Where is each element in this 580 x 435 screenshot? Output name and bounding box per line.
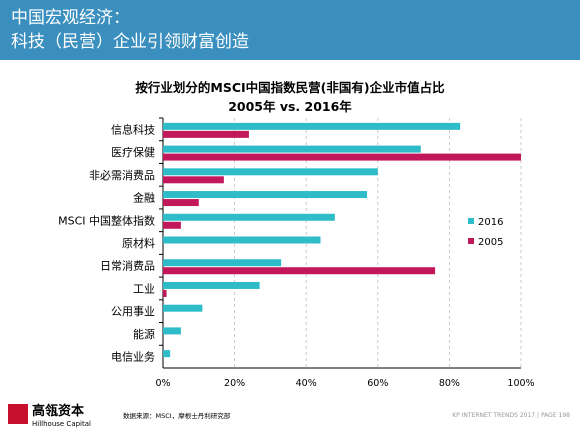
y-category-label: 信息科技 xyxy=(111,122,155,136)
chart-title: 按行业划分的MSCI中国指数民营(非国有)企业市值占比 xyxy=(135,80,445,95)
slide-title-line1: 中国宏观经济： xyxy=(11,8,130,28)
x-tick-label: 40% xyxy=(296,378,317,389)
y-category-label: 公用事业 xyxy=(111,305,155,318)
y-category-label: 工业 xyxy=(133,282,155,295)
x-tick-label: 0% xyxy=(155,378,170,389)
y-category-label: 金融 xyxy=(133,191,155,205)
bar-2005-0 xyxy=(163,130,249,138)
company-logo-name: 高瓴资本 xyxy=(32,404,85,419)
slide-title-line2: 科技（民营）企业引领财富创造 xyxy=(11,32,249,52)
y-category-label: 原材料 xyxy=(122,236,155,250)
bar-2016-0 xyxy=(163,122,461,130)
legend-label-2005: 2005 xyxy=(478,237,503,248)
legend-swatch-2016 xyxy=(468,218,474,224)
bar-2016-6 xyxy=(163,259,282,267)
bar-2016-1 xyxy=(163,145,421,153)
bar-2016-2 xyxy=(163,168,378,176)
bar-2016-10 xyxy=(163,350,171,358)
hillhouse-logo-mark xyxy=(8,404,28,424)
x-tick-label: 20% xyxy=(224,378,245,389)
bar-2005-3 xyxy=(163,199,199,207)
bar-2016-9 xyxy=(163,327,181,335)
bar-2016-8 xyxy=(163,304,203,312)
company-logo-subtitle: Hillhouse Capital xyxy=(32,420,91,428)
y-category-label: 能源 xyxy=(133,327,155,341)
bar-2016-3 xyxy=(163,191,368,199)
bar-2005-6 xyxy=(163,267,436,275)
x-tick-label: 100% xyxy=(507,378,534,389)
bar-2005-1 xyxy=(163,153,521,161)
x-tick-label: 60% xyxy=(367,378,388,389)
data-source-note: 数据来源：MSCI，摩根士丹利研究部 xyxy=(123,412,231,420)
slide-header: 中国宏观经济： 科技（民营）企业引领财富创造 xyxy=(0,0,580,60)
page-footer: KP INTERNET TRENDS 2017 | PAGE 198 xyxy=(452,412,570,419)
bar-2016-5 xyxy=(163,236,321,244)
bar-2005-7 xyxy=(163,289,167,297)
legend-swatch-2005 xyxy=(468,238,474,244)
y-category-label: 医疗保健 xyxy=(111,145,155,159)
bar-2005-4 xyxy=(163,221,181,229)
bar-2016-4 xyxy=(163,213,335,221)
y-category-label: 日常消费品 xyxy=(100,259,155,273)
bar-2005-2 xyxy=(163,176,224,184)
legend-label-2016: 2016 xyxy=(478,217,503,228)
y-category-label: 电信业务 xyxy=(111,351,155,364)
chart-subtitle: 2005年 vs. 2016年 xyxy=(228,99,352,114)
y-category-label: 非必需消费品 xyxy=(89,168,155,182)
x-tick-label: 80% xyxy=(439,378,460,389)
y-category-label: MSCI 中国整体指数 xyxy=(58,213,155,227)
bar-2016-7 xyxy=(163,281,260,289)
